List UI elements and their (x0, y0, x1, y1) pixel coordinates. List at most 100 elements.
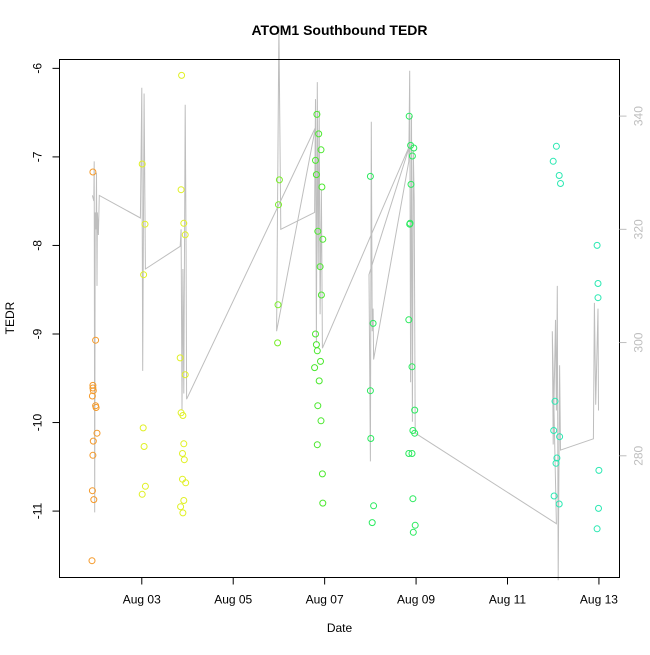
data-point (408, 152, 416, 160)
data-point (140, 271, 148, 279)
data-point (93, 429, 101, 437)
data-point (274, 339, 282, 347)
data-point (315, 130, 323, 138)
data-point (92, 336, 100, 344)
data-point (366, 387, 374, 395)
data-point (594, 294, 602, 302)
plot-frame (59, 59, 620, 578)
data-point (408, 450, 416, 457)
chart-title: ATOM1 Southbound TEDR (251, 22, 427, 38)
data-point (138, 160, 146, 168)
data-point (556, 433, 564, 441)
data-point (180, 456, 188, 464)
data-point (557, 180, 564, 187)
axes-layer: Aug 03 Aug 05 Aug 07 Aug 09 Aug 11 Aug 13 -6 -7… (31, 63, 646, 607)
data-point (595, 504, 602, 512)
data-point (180, 440, 188, 448)
data-point (407, 180, 415, 188)
data-point (140, 443, 148, 450)
data-point (313, 110, 321, 118)
data-point (550, 427, 558, 434)
x-tick-label: Aug 03 (123, 593, 161, 607)
y-tick-label: -9 (31, 328, 45, 339)
data-point (406, 220, 414, 228)
data-point (274, 301, 282, 309)
data-point (593, 241, 601, 249)
data-point (181, 371, 189, 379)
y2-tick-label: 280 (632, 445, 646, 465)
data-point (410, 144, 418, 152)
data-point (141, 482, 149, 490)
data-point (370, 502, 378, 510)
y2-tick-label: 300 (632, 332, 646, 352)
series-line (91, 25, 599, 581)
data-point (313, 347, 321, 355)
data-point (178, 71, 186, 79)
data-point (314, 227, 322, 235)
data-point (408, 363, 416, 371)
data-point (180, 219, 188, 227)
data-point (411, 429, 419, 437)
data-point (405, 316, 413, 324)
data-point (89, 451, 97, 459)
data-point (177, 186, 185, 194)
points-layer (88, 71, 603, 565)
data-point (182, 479, 190, 487)
data-point (89, 384, 97, 392)
y2-tick-label: 340 (632, 106, 646, 126)
data-point (141, 220, 149, 228)
y-tick-label: -10 (31, 414, 45, 432)
data-point (176, 354, 184, 362)
data-point (181, 231, 189, 239)
data-point (316, 263, 324, 271)
data-point (312, 156, 319, 164)
data-point (317, 417, 325, 425)
data-point (89, 437, 97, 445)
data-point (367, 435, 375, 442)
y-tick-label: -11 (31, 503, 45, 520)
data-point (179, 412, 187, 419)
data-point (177, 503, 185, 511)
data-point (319, 499, 327, 507)
y-tick-label: -8 (31, 240, 45, 251)
data-point (90, 496, 98, 504)
y2-tick-label: 320 (632, 219, 646, 239)
data-point (311, 364, 319, 372)
data-point (138, 490, 146, 498)
data-point (179, 509, 187, 517)
data-point (275, 201, 282, 209)
data-point (594, 280, 602, 287)
data-point (409, 528, 417, 536)
data-point (405, 450, 413, 457)
data-point (88, 392, 96, 400)
data-point (593, 525, 601, 533)
x-tick-label: Aug 09 (397, 593, 435, 607)
x-tick-label: Aug 11 (489, 593, 526, 607)
data-point (312, 171, 320, 179)
data-point (555, 500, 563, 508)
data-point (549, 157, 557, 165)
y-tick-label: -7 (31, 151, 45, 162)
x-tick-label: Aug 13 (580, 593, 618, 607)
data-point (89, 387, 97, 395)
data-point (315, 377, 323, 385)
data-point (314, 402, 322, 410)
data-point (89, 168, 97, 176)
data-point (411, 406, 419, 414)
lines-layer (91, 25, 599, 581)
data-point (319, 235, 327, 243)
data-point (317, 291, 325, 299)
data-point (552, 459, 560, 467)
data-point (550, 492, 558, 500)
data-point (595, 466, 603, 474)
data-point (405, 112, 413, 120)
data-point (551, 397, 559, 405)
data-point (92, 404, 100, 411)
data-point (555, 172, 563, 179)
data-point (411, 521, 419, 529)
y-axis-label: TEDR (3, 301, 17, 334)
x-axis-label: Date (327, 621, 353, 635)
data-point (368, 519, 376, 527)
